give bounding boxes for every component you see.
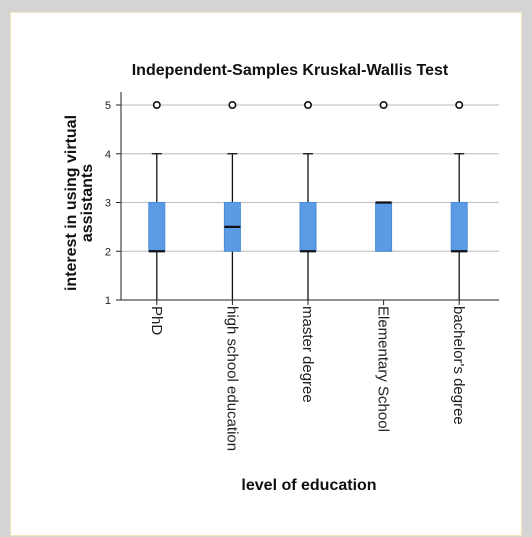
box-iqr (299, 202, 317, 252)
y-axis-label-line-2: assistants (79, 164, 96, 242)
box-plot-chart: 1 2 3 4 5 PhD high school education master deg… (63, 62, 499, 494)
outlier-point (228, 101, 237, 110)
x-category-labels: PhD high school education master degree Ele… (148, 300, 467, 451)
axes (120, 92, 499, 301)
box-iqr (375, 202, 393, 252)
y-tick-label: 3 (105, 198, 111, 210)
outlier-point (379, 101, 388, 110)
y-tick-label: 1 (105, 295, 111, 307)
x-category-label: master degree (299, 306, 316, 403)
outlier-point (455, 101, 464, 110)
box-2 (299, 101, 317, 300)
box-iqr (148, 202, 166, 252)
x-category-label: PhD (148, 306, 165, 335)
y-tick-label: 4 (105, 149, 111, 161)
outlier-point (303, 101, 312, 110)
box-3 (375, 101, 393, 252)
y-tick-label: 2 (105, 246, 111, 258)
chart-frame: 1 2 3 4 5 PhD high school education master deg… (10, 12, 522, 536)
outlier-point (152, 101, 161, 110)
x-category-label: high school education (223, 306, 240, 451)
y-axis-label: interest in using virtual assistants (63, 115, 96, 291)
box-0 (148, 101, 166, 300)
box-1 (223, 101, 241, 300)
x-axis-label: level of education (241, 477, 376, 494)
x-category-label: bachelor's degree (450, 306, 467, 425)
x-category-label: Elementary School (375, 306, 392, 432)
y-tick-label: 5 (105, 100, 111, 112)
y-ticks: 1 2 3 4 5 (105, 100, 121, 307)
boxes-layer (148, 101, 468, 300)
box-iqr (450, 202, 468, 252)
y-axis-label-line-1: interest in using virtual (63, 115, 80, 291)
chart-title: Independent-Samples Kruskal-Wallis Test (132, 62, 449, 79)
box-4 (450, 101, 468, 300)
